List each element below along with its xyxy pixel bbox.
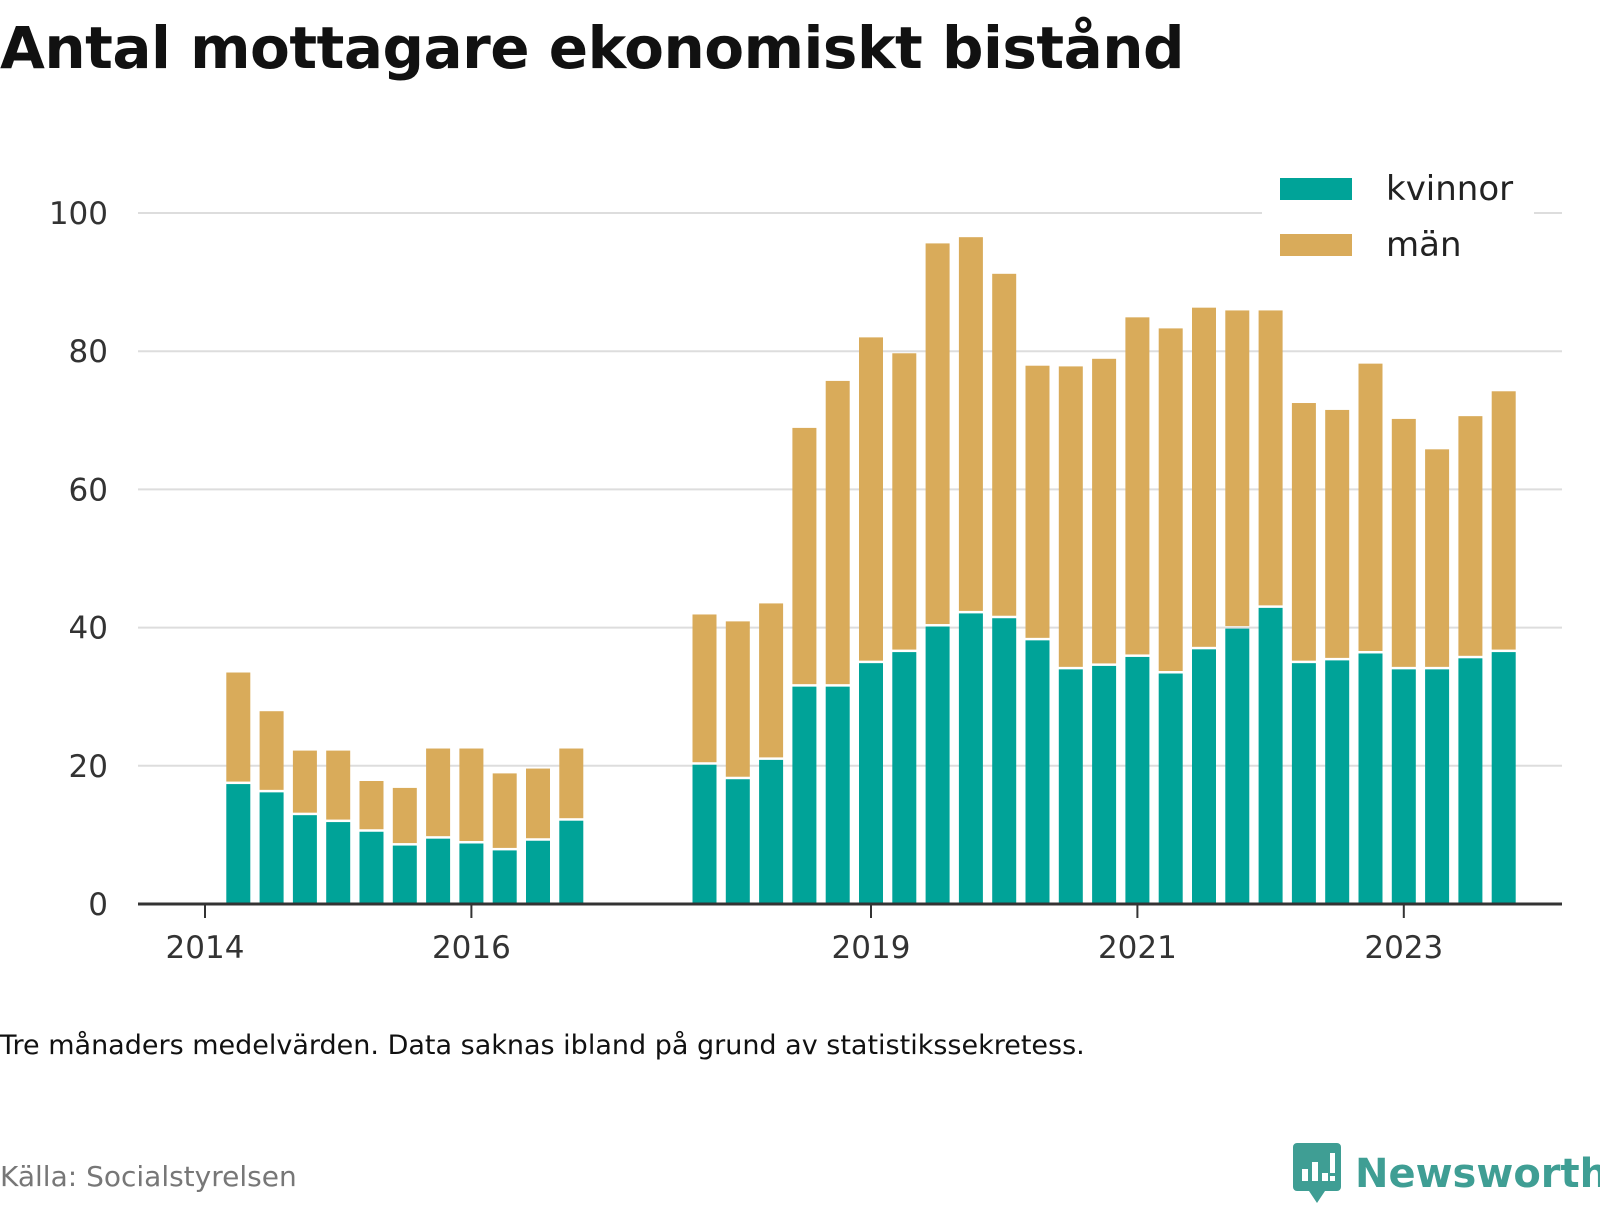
bar-kvinnor — [359, 831, 384, 904]
newsworthy-logo: Newsworthy — [1293, 1143, 1600, 1205]
bar-man — [1391, 418, 1416, 667]
chart-title: Antal mottagare ekonomiskt bistånd — [0, 14, 1185, 82]
bar-man — [1125, 317, 1150, 655]
bar-kvinnor — [459, 843, 484, 904]
bar-kvinnor — [692, 764, 717, 904]
y-tick-label: 20 — [69, 749, 108, 785]
bar-man — [1291, 403, 1316, 661]
x-tick-label: 2021 — [1098, 930, 1177, 966]
bar-kvinnor — [859, 663, 883, 904]
bar-series — [226, 237, 1516, 904]
bar-kvinnor — [1092, 665, 1117, 904]
bar-kvinnor — [825, 686, 850, 904]
y-tick-label: 60 — [69, 472, 108, 508]
bar-man — [859, 337, 883, 661]
y-tick-label: 100 — [49, 196, 108, 232]
stacked-bar-chart: 0 20 40 60 80 100 2014 2016 2019 2021 2023 kvinnor… — [49, 169, 1562, 966]
axes: 0 20 40 60 80 100 2014 2016 2019 2021 2023 — [49, 196, 1562, 966]
bar-man — [459, 748, 484, 842]
bar-man — [1325, 409, 1350, 658]
bar-man — [359, 781, 384, 830]
bar-kvinnor — [326, 822, 351, 904]
gridlines — [138, 212, 1562, 767]
bar-man — [792, 427, 817, 685]
bar-kvinnor — [1192, 649, 1216, 904]
bar-kvinnor — [1391, 669, 1416, 904]
bar-kvinnor — [492, 850, 517, 904]
bar-man — [226, 672, 251, 782]
bar-kvinnor — [925, 626, 950, 904]
bar-kvinnor — [1258, 607, 1283, 904]
bar-man — [958, 237, 983, 611]
bar-kvinnor — [1058, 669, 1083, 904]
y-tick-label: 40 — [69, 611, 108, 647]
bar-man — [1225, 310, 1250, 627]
bar-man — [1491, 391, 1516, 650]
x-tick-label: 2016 — [432, 930, 511, 966]
bar-kvinnor — [792, 686, 817, 904]
bar-man — [526, 768, 550, 839]
chart-note: Tre månaders medelvärden. Data saknas ib… — [0, 1030, 1085, 1061]
bar-man — [259, 711, 284, 790]
bar-man — [825, 380, 850, 685]
legend: kvinnor män — [1262, 169, 1534, 290]
bar-kvinnor — [1458, 658, 1483, 904]
bar-kvinnor — [292, 815, 317, 904]
bar-man — [1025, 365, 1050, 638]
bar-man — [925, 243, 950, 625]
bar-kvinnor — [259, 792, 284, 904]
bar-kvinnor — [392, 845, 417, 904]
bar-kvinnor — [1158, 673, 1183, 904]
legend-swatch — [1280, 178, 1352, 200]
bar-kvinnor — [1025, 640, 1050, 904]
bar-man — [492, 773, 517, 848]
bar-kvinnor — [426, 838, 451, 904]
bar-kvinnor — [1291, 663, 1316, 904]
bar-man — [1425, 449, 1450, 667]
bar-man — [1158, 328, 1183, 672]
bar-man — [759, 603, 784, 758]
bar-kvinnor — [992, 618, 1017, 904]
brand-name: Newsworthy — [1355, 1151, 1600, 1197]
bar-kvinnor — [1125, 656, 1150, 904]
bar-man — [692, 614, 717, 763]
bar-man — [992, 273, 1017, 616]
bar-man — [1358, 363, 1383, 651]
newsworthy-logo-icon — [1293, 1143, 1341, 1203]
bar-kvinnor — [559, 820, 584, 904]
bar-man — [426, 748, 451, 837]
bar-man — [292, 750, 317, 813]
x-tick-label: 2014 — [166, 930, 245, 966]
bar-man — [1258, 310, 1283, 606]
source-text: Källa: Socialstyrelsen — [0, 1160, 297, 1193]
bar-kvinnor — [526, 840, 550, 904]
legend-swatch — [1280, 234, 1352, 256]
legend-label: män — [1386, 225, 1462, 265]
bar-kvinnor — [958, 613, 983, 904]
bar-kvinnor — [226, 784, 251, 904]
bar-kvinnor — [725, 779, 750, 904]
bar-man — [326, 750, 351, 820]
bar-man — [1092, 358, 1117, 664]
bar-man — [1458, 416, 1483, 656]
bar-kvinnor — [1225, 628, 1250, 904]
x-tick-label: 2023 — [1364, 930, 1443, 966]
legend-label: kvinnor — [1386, 169, 1513, 209]
bar-kvinnor — [759, 759, 784, 904]
y-tick-label: 0 — [88, 887, 108, 923]
bar-man — [392, 787, 417, 844]
bar-kvinnor — [1358, 653, 1383, 904]
y-tick-label: 80 — [69, 334, 108, 370]
bar-man — [559, 748, 584, 819]
bar-man — [1058, 366, 1083, 667]
bar-man — [1192, 307, 1216, 647]
bar-man — [725, 621, 750, 777]
bar-kvinnor — [1491, 652, 1516, 904]
bar-man — [892, 353, 917, 650]
bar-kvinnor — [1325, 660, 1350, 904]
bar-kvinnor — [892, 652, 917, 904]
x-tick-label: 2019 — [832, 930, 911, 966]
bar-kvinnor — [1425, 669, 1450, 904]
